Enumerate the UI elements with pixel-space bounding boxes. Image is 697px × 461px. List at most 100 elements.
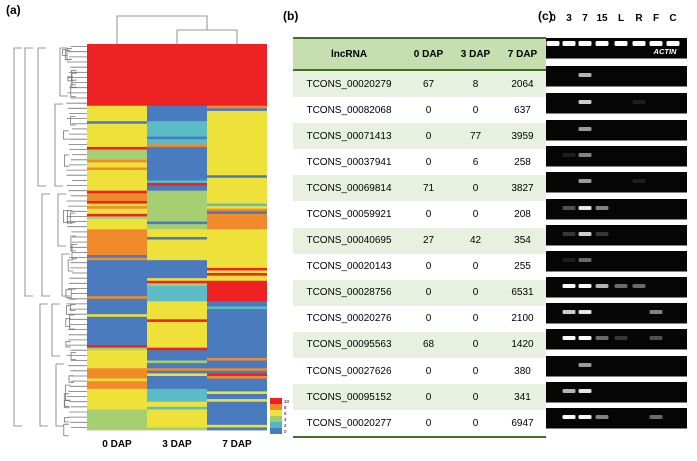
cell-7dap: 341 [499, 384, 546, 411]
heatmap-cell [147, 237, 207, 240]
dendrogram-branch [70, 288, 77, 300]
heatmap-cell [207, 98, 267, 102]
legend-swatch [270, 416, 282, 422]
cell-0dap: 0 [405, 384, 452, 411]
cell-3dap: 8 [452, 70, 499, 98]
heatmap-cell [207, 177, 267, 181]
heatmap-cell [87, 396, 147, 400]
heatmap-cell [207, 128, 267, 132]
heatmap-cell [207, 113, 267, 117]
column-dendrogram [116, 15, 238, 44]
heatmap-column-labels: 0 DAP 3 DAP 7 DAP [102, 439, 252, 450]
heatmap-cell [147, 378, 207, 382]
dendrogram-branch [67, 210, 73, 224]
dendrogram-branch [68, 375, 74, 383]
heatmap-cell [87, 368, 147, 372]
heatmap-cell [147, 381, 207, 385]
gel-band [562, 258, 576, 262]
heatmap-cell [207, 90, 267, 94]
gel-strips: ACTIN [546, 38, 687, 429]
table-header-row: lncRNA 0 DAP 3 DAP 7 DAP [293, 37, 546, 71]
heatmap-cell [87, 363, 147, 367]
legend-tick-label: 0 [284, 429, 287, 434]
heatmap-cell [207, 157, 267, 161]
heatmap-cell [87, 190, 147, 194]
heatmap-cell [147, 74, 207, 78]
heatmap-cell [207, 388, 267, 392]
heatmap-cell [87, 206, 147, 210]
heatmap-cell [147, 373, 207, 377]
heatmap-cell [87, 203, 147, 207]
dendrogram-branch [63, 393, 70, 407]
heatmap-cell [87, 311, 147, 315]
heatmap-cell [87, 332, 147, 336]
header-0dap: 0 DAP [405, 37, 452, 71]
heatmap-cell [207, 105, 267, 109]
heatmap-cell [87, 406, 147, 410]
heatmap-cell [87, 170, 147, 174]
table-row: TCONS_00082068 0 0 637 [293, 97, 546, 124]
heatmap-cell [87, 213, 147, 217]
heatmap-cell [147, 283, 207, 287]
cell-lncrna-id: TCONS_00059921 [293, 201, 405, 228]
heatmap-cell [147, 296, 207, 300]
heatmap-cell [87, 386, 147, 390]
header-3dap: 3 DAP [452, 37, 499, 71]
heatmap-cell [207, 255, 267, 258]
gel-band [562, 232, 576, 236]
dendrogram-branch [67, 76, 73, 82]
heatmap-cell [87, 427, 147, 431]
gel-strip [546, 356, 687, 377]
heatmap-cell [147, 247, 207, 251]
heatmap-cell [87, 139, 147, 143]
heatmap-cell [87, 167, 147, 171]
heatmap-cell [147, 51, 207, 55]
legend-tick-label: 10 [284, 399, 290, 404]
heatmap-cell [87, 391, 147, 395]
table-row: TCONS_00028756 0 0 6531 [293, 279, 546, 306]
heatmap-cell [207, 154, 267, 158]
legend-tick-label: 4 [284, 417, 287, 422]
dendrogram-branch [64, 400, 70, 409]
heatmap-cell [207, 188, 267, 192]
legend-swatch [270, 422, 282, 428]
heatmap-cell [207, 334, 267, 338]
heatmap-cell [207, 314, 267, 318]
heatmap-cell [147, 327, 207, 331]
lncrna-expression-table: lncRNA 0 DAP 3 DAP 7 DAP TCONS_00020279 6… [293, 37, 546, 439]
gel-strip [546, 172, 687, 193]
heatmap-cell [147, 49, 207, 53]
heatmap-cell [207, 270, 267, 274]
heatmap-cell [87, 118, 147, 122]
heatmap-cell [207, 231, 267, 235]
heatmap-cell [147, 203, 207, 207]
heatmap-cell [87, 422, 147, 426]
heatmap-cell [87, 242, 147, 246]
gel-control-label: ACTIN [653, 47, 677, 56]
heatmap-cell [147, 262, 207, 266]
heatmap-cell [147, 193, 207, 197]
heatmap-cell [207, 296, 267, 300]
table-row: TCONS_00020277 0 0 6947 [293, 410, 546, 439]
gel-lane-label: 7 [582, 13, 588, 24]
heatmap-cell [147, 221, 207, 225]
heatmap-cell [147, 267, 207, 271]
gel-band [595, 415, 609, 419]
heatmap-cell [207, 185, 267, 189]
gel-background [546, 356, 687, 377]
heatmap-cell [87, 77, 147, 81]
heatmap-cell [207, 393, 267, 397]
panel-label-b: (b) [283, 9, 299, 23]
cell-7dap: 637 [499, 97, 546, 124]
heatmap-cell [147, 190, 207, 194]
heatmap-cell [87, 141, 147, 145]
gel-band [632, 100, 646, 104]
heatmap-cell [207, 108, 267, 112]
gel-band [578, 310, 592, 314]
gel-lane-label: L [618, 13, 624, 24]
heatmap-cell [207, 419, 267, 423]
heatmap-cell [207, 103, 267, 107]
heatmap-cell [207, 110, 267, 114]
heatmap-cell [207, 260, 267, 264]
